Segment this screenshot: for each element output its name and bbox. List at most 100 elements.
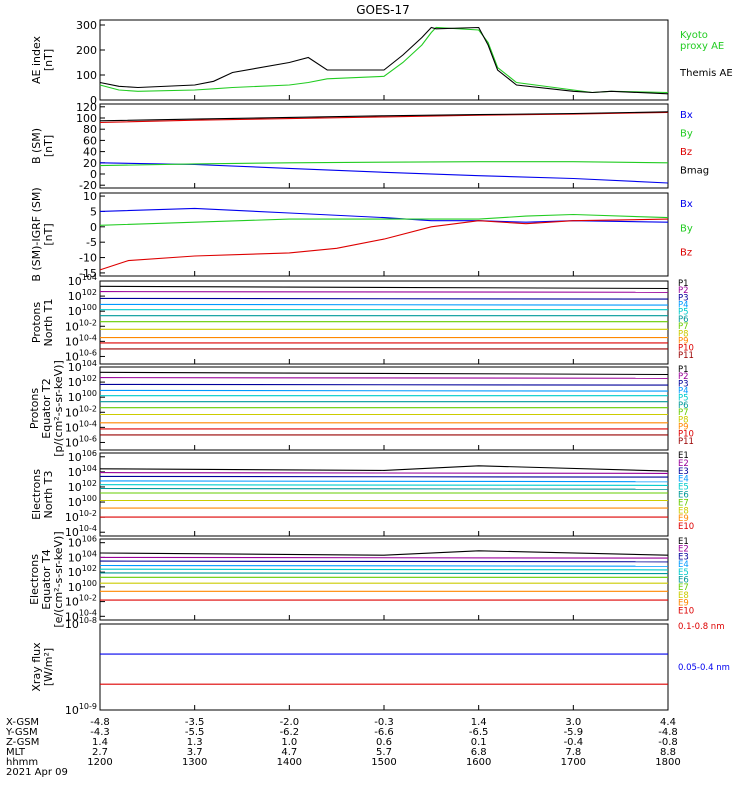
x-row-value: -0.8 bbox=[658, 737, 678, 748]
series-line bbox=[99, 560, 669, 563]
y-tick-label: 10104 bbox=[68, 359, 97, 374]
series-line bbox=[99, 475, 669, 478]
y-tick-label: 1010-6 bbox=[65, 434, 97, 449]
y-tick-label: -20 bbox=[79, 179, 97, 192]
series-label: Bz bbox=[680, 147, 692, 158]
series-label: P1 bbox=[678, 365, 689, 375]
y-axis-label: [nT] bbox=[42, 49, 55, 71]
y-tick-exponent: 10-4 bbox=[79, 419, 97, 428]
y-tick-label: 1010-2 bbox=[65, 404, 97, 419]
series-line bbox=[99, 297, 669, 300]
date-label: 2021 Apr 09 bbox=[6, 767, 68, 778]
y-tick-label: -5 bbox=[86, 236, 97, 249]
y-tick-label: 0 bbox=[90, 94, 97, 107]
x-axis-table: X-GSM -4.8 -3.5 -2.0 -0.3 1.4 3.0 4.4Y-GSM -4.3-… bbox=[5, 717, 681, 768]
y-tick-exponent: 104 bbox=[82, 359, 97, 368]
series-label: E1 bbox=[678, 451, 689, 461]
series-line bbox=[99, 291, 669, 293]
y-axis-label: AE index bbox=[30, 35, 43, 84]
series-label: E2 bbox=[678, 545, 689, 555]
y-axis-label: [W/m²] bbox=[42, 648, 55, 686]
series-label: By bbox=[680, 223, 693, 234]
y-tick-label: 10102 bbox=[68, 564, 97, 579]
series-label: E6 bbox=[678, 576, 689, 586]
series-line bbox=[99, 26, 669, 94]
x-row-value: 3.7 bbox=[187, 747, 203, 758]
series-line bbox=[99, 480, 669, 483]
y-tick-label: 10100 bbox=[68, 303, 97, 318]
panel-6: 101061010410102101001010-21010-4Electron… bbox=[30, 449, 694, 539]
panel-frame bbox=[99, 538, 669, 621]
series-label: E4 bbox=[678, 560, 689, 570]
y-tick-label: 1010-8 bbox=[65, 616, 97, 631]
series-line bbox=[99, 383, 669, 386]
series-label: E1 bbox=[678, 537, 689, 547]
y-tick-label: 0 bbox=[90, 168, 97, 181]
x-row-value: -6.5 bbox=[469, 727, 489, 738]
x-row-value: 1600 bbox=[466, 757, 491, 768]
x-row-value: 1800 bbox=[655, 757, 680, 768]
y-tick-exponent: 10-2 bbox=[79, 509, 97, 518]
x-row-value: 8.8 bbox=[660, 747, 676, 758]
y-tick-exponent: 102 bbox=[82, 374, 97, 383]
y-tick-label: 200 bbox=[76, 44, 97, 57]
series-label: P11 bbox=[678, 437, 694, 447]
series-line bbox=[99, 572, 669, 575]
x-row-value: 1300 bbox=[182, 757, 207, 768]
series-label: E5 bbox=[678, 483, 689, 493]
y-axis-label: [p/(cm²-s-sr-keV)] bbox=[52, 360, 65, 457]
y-tick-label: 100 bbox=[76, 69, 97, 82]
y-tick-label: 1010-2 bbox=[65, 509, 97, 524]
y-tick-exponent: 10-2 bbox=[79, 318, 97, 327]
series-label: E5 bbox=[678, 568, 689, 578]
x-row-value: -6.2 bbox=[280, 727, 300, 738]
x-row-value: -5.5 bbox=[185, 727, 205, 738]
series-label: P6 bbox=[678, 401, 689, 411]
series-label: E2 bbox=[678, 459, 689, 469]
x-row-value: -5.9 bbox=[564, 727, 584, 738]
series-label: E6 bbox=[678, 491, 689, 501]
series-label: E9 bbox=[678, 599, 689, 609]
x-row-value: 1.4 bbox=[92, 737, 108, 748]
series-label: E9 bbox=[678, 514, 689, 524]
y-tick-label: 1010-2 bbox=[65, 594, 97, 609]
y-tick-label: 1010-2 bbox=[65, 318, 97, 333]
x-row-value: -0.4 bbox=[564, 737, 584, 748]
x-row-value: -0.3 bbox=[374, 717, 394, 728]
y-tick-label: 40 bbox=[83, 146, 97, 159]
x-row-value: 4.7 bbox=[281, 747, 297, 758]
y-axis-label: [nT] bbox=[42, 135, 55, 157]
series-line bbox=[99, 472, 669, 474]
series-label: P9 bbox=[678, 422, 689, 432]
x-row-value: -4.8 bbox=[90, 717, 110, 728]
y-tick-label: 1010-4 bbox=[65, 419, 97, 434]
x-row-value: 4.4 bbox=[660, 717, 676, 728]
series-label: P3 bbox=[678, 293, 689, 303]
x-row-value: -4.3 bbox=[90, 727, 110, 738]
y-tick-exponent: 102 bbox=[82, 288, 97, 297]
y-tick-exponent: 10-9 bbox=[79, 702, 97, 711]
y-tick-exponent: 10-4 bbox=[79, 608, 97, 617]
series-line bbox=[99, 213, 669, 226]
y-tick-exponent: 106 bbox=[82, 449, 97, 458]
series-label: 0.1-0.8 nm bbox=[678, 622, 724, 632]
panel-3: 10 5 0 -5 -10 -15 B (SM)-IGRF (SM) [nT] Bx By Bz bbox=[30, 187, 693, 281]
y-tick-label: 0 bbox=[90, 221, 97, 234]
series-line bbox=[99, 389, 669, 392]
x-row-value: 1.4 bbox=[471, 717, 487, 728]
series-label: P6 bbox=[678, 315, 689, 325]
series-label: P9 bbox=[678, 336, 689, 346]
panel-frame bbox=[99, 19, 669, 101]
x-row-value: 1200 bbox=[87, 757, 112, 768]
series-line bbox=[99, 556, 669, 559]
series-label: P10 bbox=[678, 430, 694, 440]
series-label: P8 bbox=[678, 329, 689, 339]
y-tick-exponent: 100 bbox=[82, 303, 97, 312]
y-axis-label: Electrons bbox=[28, 554, 41, 605]
y-tick-label: 120 bbox=[76, 101, 97, 114]
y-tick-label: 10104 bbox=[68, 549, 97, 564]
panel-frame bbox=[99, 366, 669, 451]
series-line bbox=[99, 487, 669, 490]
